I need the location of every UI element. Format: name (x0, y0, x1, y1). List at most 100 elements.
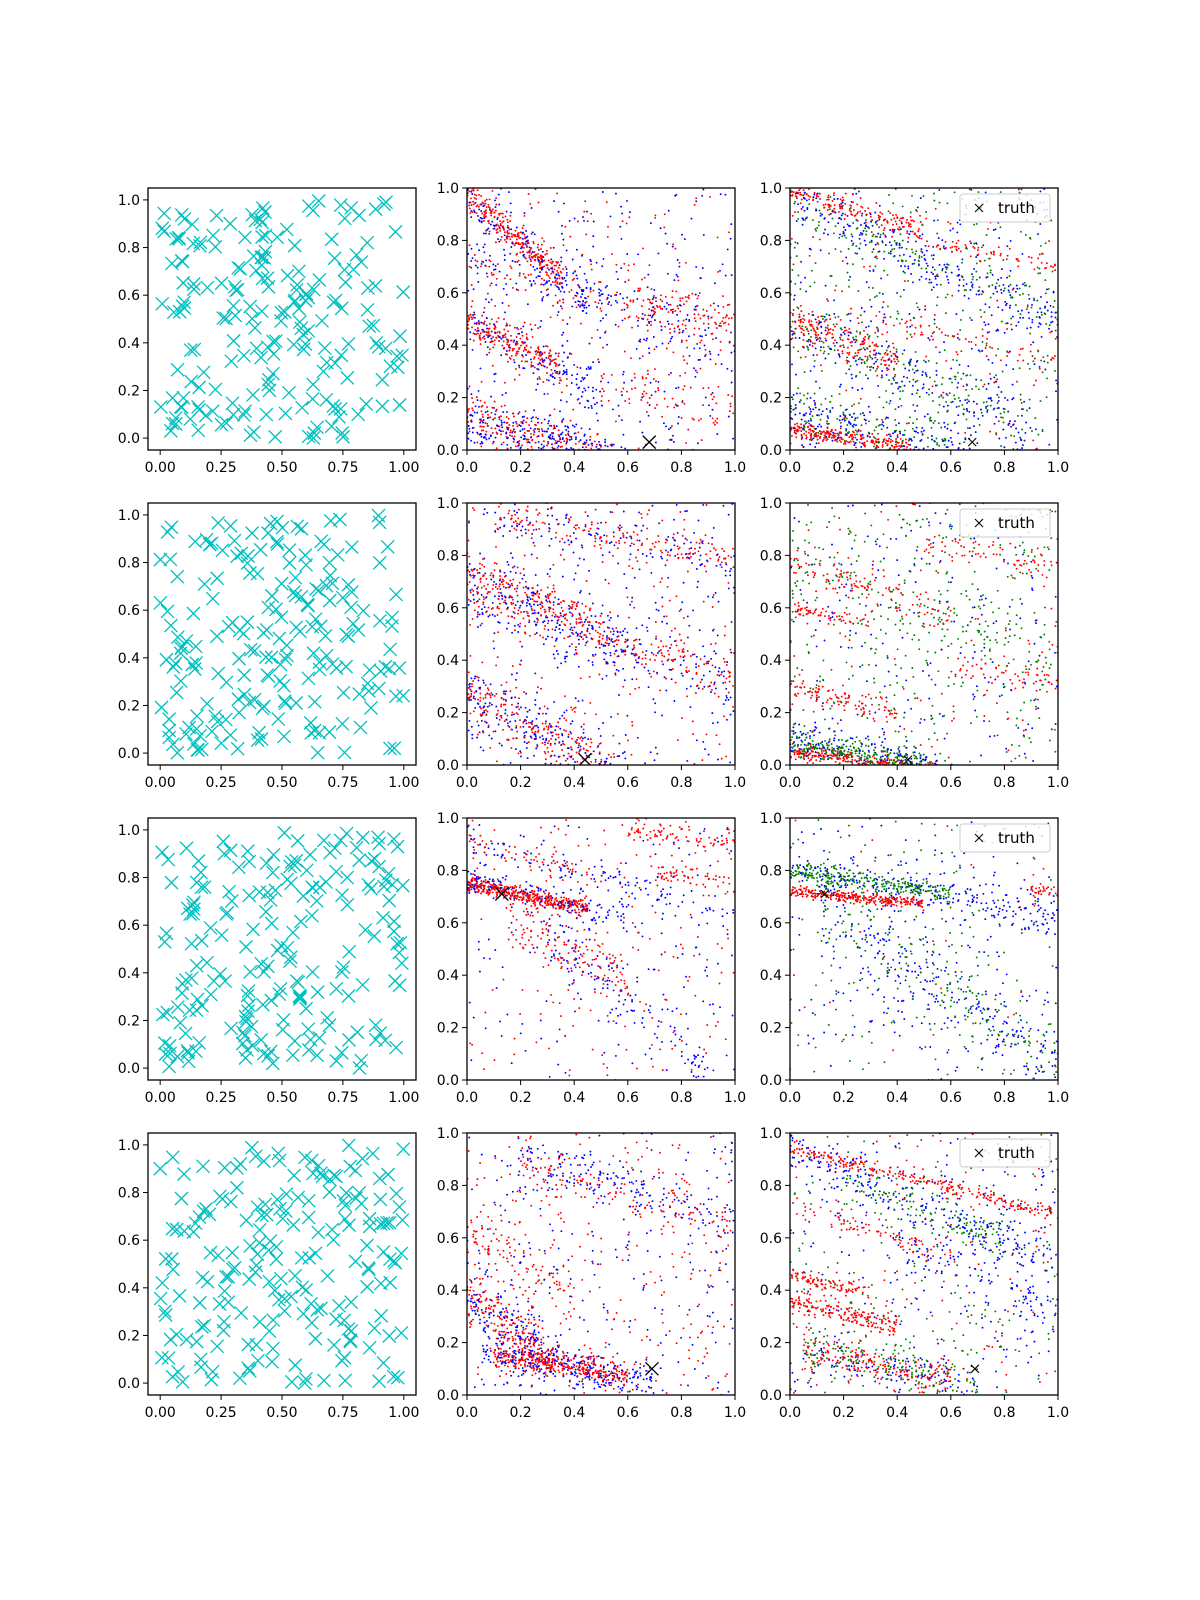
sample-dot (947, 221, 950, 224)
sample-dot (565, 249, 568, 252)
sample-dot (819, 212, 822, 215)
sample-dot (667, 303, 670, 306)
sample-dot (485, 333, 488, 336)
sample-dot (868, 298, 871, 301)
sample-dot (510, 615, 513, 618)
sample-dot (828, 252, 831, 255)
sample-point (352, 687, 367, 702)
sample-dot (607, 381, 610, 384)
sample-dot (974, 343, 977, 346)
sample-dot (977, 349, 980, 352)
sample-dot (899, 385, 902, 388)
sample-dot (824, 357, 827, 360)
sample-dot (971, 273, 973, 276)
sample-dot (809, 424, 812, 427)
sample-dot (914, 409, 917, 412)
sample-dot (943, 443, 946, 446)
sample-dot (489, 211, 492, 214)
sample-dot (473, 311, 476, 314)
sample-dot (615, 293, 618, 296)
sample-dot (537, 363, 540, 366)
sample-dot (493, 339, 496, 342)
sample-dot (1050, 358, 1053, 361)
sample-dot (837, 434, 840, 437)
y-tick-label: 0.4 (760, 338, 782, 354)
sample-dot (589, 288, 592, 291)
sample-dot (472, 401, 475, 404)
sample-dot (977, 246, 980, 249)
sample-dot (500, 433, 503, 436)
sample-dot (1038, 316, 1041, 318)
sample-dot (971, 283, 974, 286)
sample-dot (729, 405, 732, 408)
sample-dot (907, 240, 909, 243)
sample-point (154, 700, 169, 715)
sample-dot (800, 434, 803, 437)
sample-dot (488, 348, 491, 351)
sample-dot (907, 279, 910, 282)
sample-dot (545, 356, 548, 359)
sample-dot (826, 331, 829, 334)
sample-dot (585, 368, 588, 370)
sample-dot (574, 301, 577, 304)
sample-dot (875, 418, 878, 421)
sample-dot (899, 217, 902, 220)
sample-dot (714, 591, 717, 594)
sample-dot (809, 413, 812, 415)
sample-dot (509, 346, 512, 349)
sample-dot (655, 300, 657, 303)
sample-dot (639, 420, 642, 423)
sample-dot (1020, 402, 1023, 404)
sample-dot (797, 319, 800, 322)
sample-point (344, 600, 359, 615)
x-tick-label: 0.25 (206, 775, 237, 791)
sample-dot (529, 323, 532, 326)
sample-dot (507, 330, 510, 333)
sample-dot (694, 375, 697, 378)
sample-dot (549, 261, 552, 264)
sample-dot (811, 342, 814, 345)
sample-dot (849, 319, 852, 322)
sample-dot (490, 330, 493, 333)
sample-dot (568, 316, 571, 319)
sample-dot (678, 265, 681, 268)
sample-dot (957, 396, 960, 399)
sample-dot (707, 322, 710, 325)
sample-dot (891, 248, 894, 251)
sample-dot (985, 400, 988, 403)
sample-dot (869, 269, 871, 272)
sample-dot (953, 191, 956, 194)
sample-dot (812, 437, 815, 440)
sample-dot (1045, 323, 1048, 325)
sample-dot (519, 430, 522, 433)
sample-dot (871, 357, 874, 360)
sample-dot (873, 349, 876, 352)
sample-point (314, 313, 329, 328)
sample-dot (859, 397, 862, 400)
sample-dot (907, 265, 910, 268)
sample-dot (826, 415, 829, 418)
sample-dot (622, 373, 624, 376)
sample-dot (916, 389, 919, 392)
sample-point (233, 261, 248, 276)
sample-point (177, 211, 192, 226)
sample-dot (929, 376, 931, 379)
sample-dot (790, 434, 793, 437)
sample-point (289, 282, 304, 297)
sample-dot (930, 271, 933, 274)
sample-dot (905, 260, 907, 262)
sample-dot (861, 442, 864, 445)
sample-dot (893, 357, 896, 360)
sample-dot (481, 212, 484, 215)
sample-dot (802, 446, 805, 448)
sample-dot (616, 278, 619, 281)
sample-dot (1047, 287, 1050, 290)
subplot-r1-c1: 0.0 0.2 0.4 0.6 0.8 1.00.00.20.40.60.81.0 (437, 496, 746, 791)
sample-dot (854, 436, 857, 439)
sample-dot (858, 348, 861, 351)
sample-dot (1015, 257, 1018, 260)
sample-point (382, 741, 397, 756)
sample-dot (908, 437, 911, 440)
sample-dot (479, 421, 482, 424)
sample-dot (583, 304, 586, 307)
